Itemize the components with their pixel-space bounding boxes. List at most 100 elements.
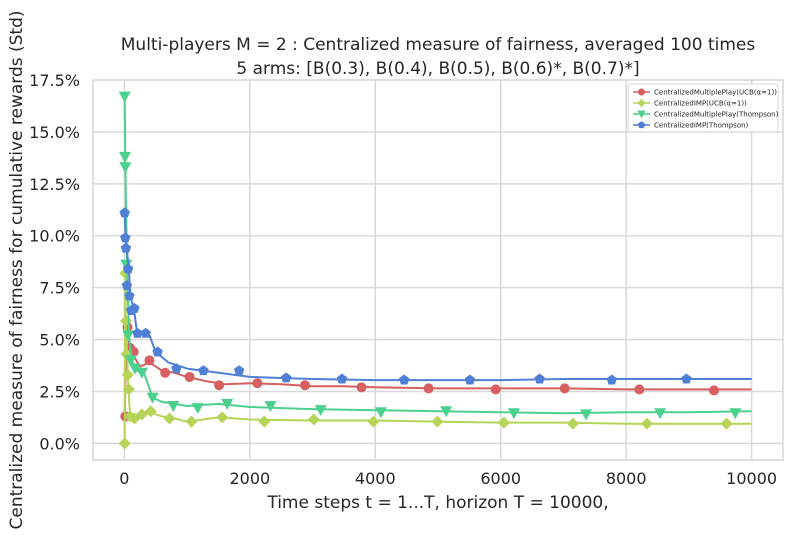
legend-label: CentralizedIMP(Thompson) — [654, 122, 749, 130]
series-marker — [216, 411, 229, 424]
x-tick-label: 4000 — [355, 469, 396, 488]
y-tick-label: 15.0% — [29, 123, 80, 142]
series-marker — [580, 409, 593, 421]
y-tick-labels: 0.0% 2.5% 5.0% 7.5% 10.0% 12.5% 15.0% 17.5% — [29, 71, 80, 453]
series-marker — [119, 207, 130, 218]
y-axis-label: Centralized measure of fairness for cumu… — [7, 10, 27, 529]
series-marker — [252, 378, 263, 389]
series-line — [123, 96, 752, 415]
series-marker — [356, 382, 367, 393]
series-marker — [280, 372, 292, 383]
x-axis-label: Time steps t = 1...T, horizon T = 10000, — [266, 493, 608, 513]
series-marker — [119, 314, 132, 327]
chart-subtitle: 5 arms: [B(0.3), B(0.4), B(0.5), B(0.6)*… — [236, 59, 639, 79]
series-marker — [122, 330, 135, 342]
y-tick-label: 7.5% — [39, 279, 80, 298]
series-marker — [264, 401, 277, 413]
series-marker — [146, 392, 159, 404]
series-marker — [120, 348, 133, 361]
series-marker — [221, 398, 234, 410]
x-tick-labels: 0 2000 4000 6000 8000 10000 — [119, 469, 777, 488]
series-marker — [119, 162, 132, 174]
series-marker — [185, 415, 198, 428]
series-marker — [464, 374, 476, 385]
legend-marker — [637, 121, 646, 129]
series-marker — [132, 327, 143, 338]
series-marker — [121, 280, 133, 291]
series-marker — [120, 242, 132, 253]
series-marker — [709, 385, 719, 396]
series-marker — [118, 437, 131, 450]
y-tick-label: 12.5% — [29, 175, 80, 194]
series-marker — [198, 365, 209, 376]
series-marker — [507, 408, 520, 420]
legend-box — [627, 83, 779, 133]
x-tick-label: 10000 — [726, 469, 777, 488]
series-group — [118, 91, 752, 421]
series-layer — [118, 91, 752, 450]
series-marker — [559, 383, 570, 394]
series-marker — [135, 367, 148, 379]
series-marker — [431, 415, 444, 428]
series-marker — [122, 383, 135, 396]
x-tick-label: 0 — [119, 469, 129, 488]
series-marker — [163, 412, 176, 425]
y-tick-label: 5.0% — [39, 331, 80, 350]
series-marker — [367, 415, 380, 428]
series-marker — [258, 415, 271, 428]
y-tick-label: 10.0% — [29, 227, 80, 246]
legend-label: CentralizedMultiplePlay(UCB(α=1)) — [654, 89, 777, 97]
series-marker — [124, 290, 135, 301]
series-marker — [129, 302, 140, 313]
series-marker — [640, 417, 653, 430]
legend-label: CentralizedIMP(UCB(α=1)) — [654, 100, 747, 108]
series-marker — [167, 401, 180, 413]
series-marker — [440, 406, 453, 418]
legend-marker — [638, 88, 645, 96]
y-tick-label: 2.5% — [39, 382, 80, 401]
series-marker — [129, 363, 142, 375]
series-marker — [122, 263, 134, 274]
chart-title: Multi-players M = 2 : Centralized measur… — [121, 35, 756, 55]
series-marker — [729, 408, 742, 420]
series-marker — [118, 91, 131, 103]
series-marker — [534, 373, 545, 384]
series-group — [120, 322, 752, 422]
legend: CentralizedMultiplePlay(UCB(α=1)) Central… — [627, 83, 779, 133]
series-marker — [171, 363, 182, 374]
series-marker — [140, 327, 151, 338]
series-marker — [654, 408, 667, 420]
series-marker — [681, 373, 692, 384]
series-group — [118, 267, 752, 450]
series-marker — [374, 407, 387, 419]
series-marker — [300, 380, 311, 391]
series-marker — [307, 413, 320, 426]
plot-area — [92, 79, 784, 461]
series-marker — [191, 403, 204, 415]
series-marker — [398, 374, 410, 385]
series-marker — [606, 374, 617, 385]
series-marker — [566, 417, 579, 430]
legend-label: CentralizedMultiplePlay(Thompson) — [654, 111, 779, 119]
y-tick-label: 17.5% — [29, 71, 80, 90]
series-group — [119, 207, 752, 385]
series-marker — [314, 405, 327, 417]
series-marker — [120, 232, 131, 243]
series-marker — [720, 417, 733, 430]
series-marker — [121, 368, 134, 381]
series-marker — [144, 355, 155, 366]
series-marker — [214, 380, 225, 391]
series-marker — [144, 405, 157, 418]
series-marker — [634, 384, 645, 395]
series-marker — [233, 365, 245, 376]
x-tick-label: 2000 — [229, 469, 270, 488]
series-marker — [336, 373, 348, 384]
legend-marker — [637, 110, 646, 119]
series-marker — [118, 151, 131, 163]
series-marker — [497, 416, 510, 429]
y-tick-label: 0.0% — [39, 434, 80, 453]
x-tick-label: 8000 — [606, 469, 647, 488]
series-marker — [124, 355, 137, 367]
series-marker — [423, 383, 434, 394]
